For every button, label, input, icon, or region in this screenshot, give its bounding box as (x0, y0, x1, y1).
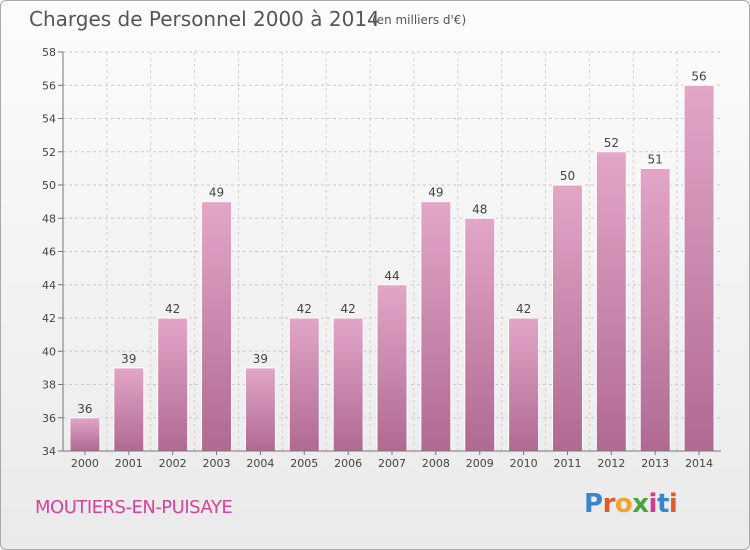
data-labels: 36 39 42 49 39 42 42 44 49 48 42 50 52 51 56 (77, 69, 706, 416)
y-tick-label: 54 (42, 113, 56, 126)
bar (113, 367, 145, 452)
data-label: 56 (691, 69, 706, 83)
place-name: MOUTIERS-EN-PUISAYE (35, 497, 233, 518)
x-tick-label: 2000 (71, 457, 99, 470)
data-label: 44 (384, 269, 399, 283)
x-tick-label: 2001 (115, 457, 143, 470)
x-tick-label: 2006 (334, 457, 362, 470)
bar (595, 151, 627, 452)
data-label: 39 (121, 352, 136, 366)
x-tick-label: 2009 (466, 457, 494, 470)
bar (420, 201, 452, 452)
logo-letter: i (668, 489, 678, 519)
bars (69, 84, 715, 452)
axes: 34 36 38 40 42 44 46 48 50 52 54 56 58 2000 2001 2002 20… (42, 46, 721, 470)
x-tick-label: 2012 (597, 457, 625, 470)
data-label: 51 (648, 152, 663, 166)
y-tick-label: 40 (42, 345, 56, 358)
data-label: 42 (516, 302, 531, 316)
logo-letter: t (656, 489, 669, 519)
x-tick-label: 2007 (378, 457, 406, 470)
x-tick-label: 2014 (685, 457, 713, 470)
y-tick-label: 34 (42, 445, 56, 458)
data-label: 50 (560, 169, 575, 183)
y-tick-label: 42 (42, 312, 56, 325)
logo-letter: r (602, 489, 616, 519)
bar (244, 367, 276, 452)
bar (464, 217, 496, 452)
y-tick-label: 38 (42, 379, 56, 392)
bar (157, 317, 189, 452)
bar (376, 284, 408, 452)
x-tick-label: 2010 (510, 457, 538, 470)
bar (508, 317, 540, 452)
y-tick-label: 52 (42, 146, 56, 159)
bar (683, 84, 715, 452)
x-tick-label: 2005 (290, 457, 318, 470)
x-tick-label: 2008 (422, 457, 450, 470)
bar (201, 201, 233, 452)
x-tick-label: 2013 (641, 457, 669, 470)
data-label: 49 (428, 186, 443, 200)
data-label: 39 (253, 352, 268, 366)
bar (332, 317, 364, 452)
data-label: 36 (77, 402, 92, 416)
data-label: 48 (472, 202, 487, 216)
chart-subtitle: (en milliers d'€) (372, 13, 467, 27)
y-tick-label: 56 (42, 79, 56, 92)
logo-letter: x (632, 489, 649, 519)
proxiti-logo: Proxiti (584, 489, 678, 519)
y-tick-label: 44 (42, 279, 56, 292)
y-tick-label: 36 (42, 412, 56, 425)
data-label: 52 (604, 136, 619, 150)
data-label: 42 (340, 302, 355, 316)
y-tick-label: 58 (42, 46, 56, 59)
x-tick-label: 2003 (203, 457, 231, 470)
y-tick-label: 50 (42, 179, 56, 192)
x-tick-label: 2011 (553, 457, 581, 470)
x-tick-label: 2002 (159, 457, 187, 470)
x-tick-label: 2004 (246, 457, 274, 470)
logo-letter: o (614, 489, 633, 519)
bar (551, 184, 583, 452)
bar (639, 167, 671, 452)
data-label: 49 (209, 186, 224, 200)
y-tick-label: 46 (42, 246, 56, 259)
bar (69, 417, 101, 452)
data-label: 42 (165, 302, 180, 316)
data-label: 42 (297, 302, 312, 316)
logo-letter: i (648, 489, 658, 519)
logo-letter: P (584, 489, 603, 519)
chart-title: Charges de Personnel 2000 à 2014 (29, 7, 380, 31)
bar (288, 317, 320, 452)
y-tick-label: 48 (42, 212, 56, 225)
